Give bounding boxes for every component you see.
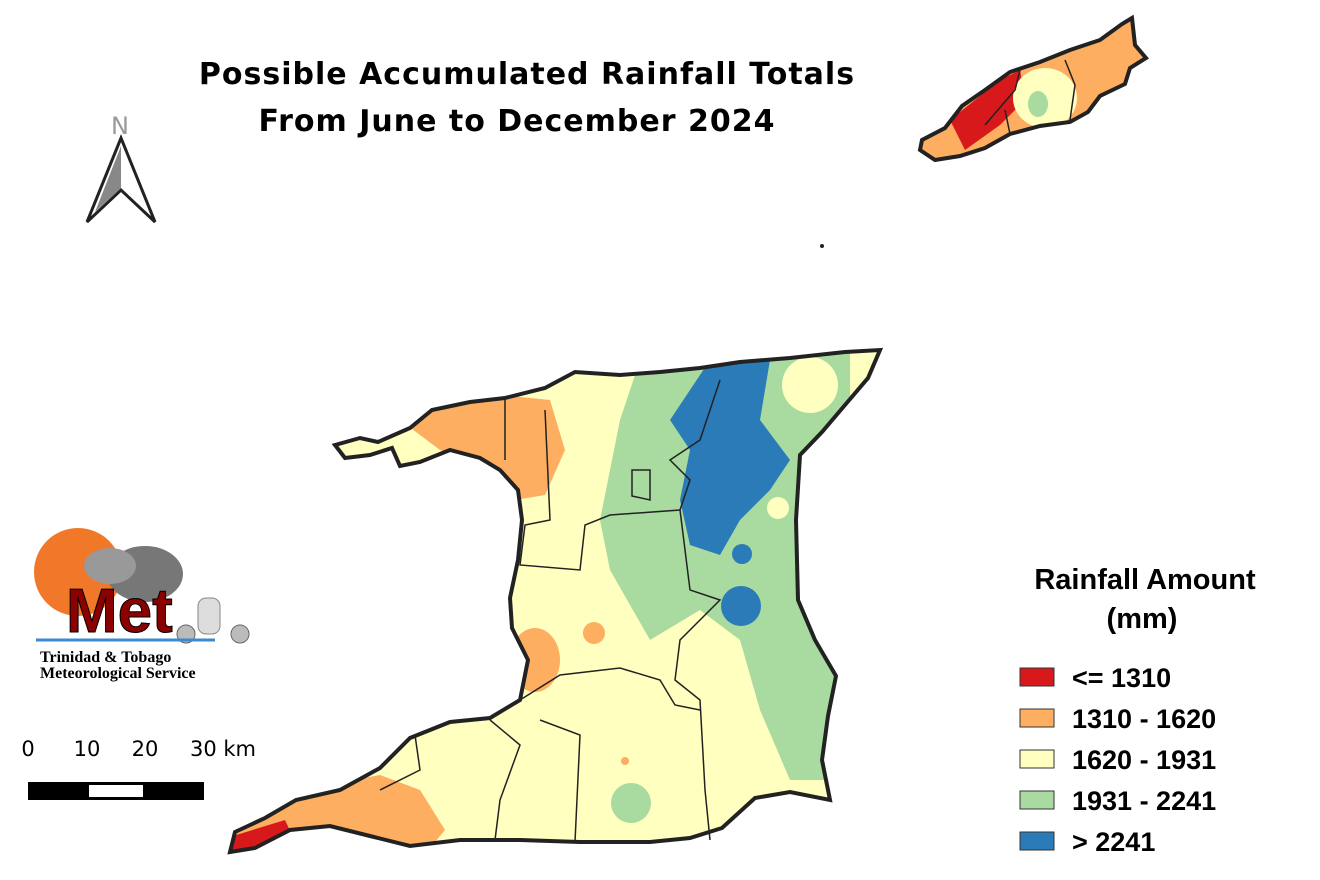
logo-wordmark: Met (66, 577, 173, 646)
scale-label: 30 km (190, 737, 256, 761)
logo: Met Trinidad & Tobago Meteorological Ser… (34, 528, 250, 682)
north-arrow: N (85, 112, 157, 224)
legend-label: 1620 - 1931 (1072, 745, 1216, 775)
legend-label: 1310 - 1620 (1072, 704, 1216, 734)
title-line: Possible Accumulated Rainfall Totals (199, 57, 855, 92)
north-label: N (111, 112, 129, 140)
scale-label: 20 (132, 737, 159, 761)
tobago (918, 16, 1148, 162)
legend-swatch (1019, 831, 1055, 851)
logo-line: Meteorological Service (40, 665, 196, 682)
legend-swatch (1019, 667, 1055, 687)
scale-bar: 0 10 20 30 km (21, 737, 256, 800)
legend-label: <= 1310 (1072, 663, 1171, 693)
trinidad (228, 348, 882, 854)
legend-swatch (1019, 790, 1055, 810)
legend-title: Rainfall Amount (1034, 564, 1256, 596)
scale-label: 0 (21, 737, 34, 761)
legend-title: (mm) (1107, 603, 1178, 635)
logo-line: Trinidad & Tobago (40, 649, 171, 666)
legend: Rainfall Amount (mm) <= 1310 1310 - 1620 1… (1019, 564, 1256, 857)
title-line: From June to December 2024 (259, 104, 776, 139)
legend-label: 1931 - 2241 (1072, 786, 1216, 816)
scale-label: 10 (74, 737, 101, 761)
legend-swatch (1019, 749, 1055, 769)
title: Possible Accumulated Rainfall Totals Fro… (199, 57, 855, 139)
legend-label: > 2241 (1072, 827, 1155, 857)
legend-swatch (1019, 708, 1055, 728)
islet (820, 244, 824, 248)
